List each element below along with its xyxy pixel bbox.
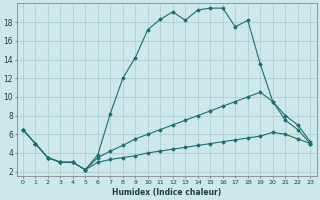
X-axis label: Humidex (Indice chaleur): Humidex (Indice chaleur) [112, 188, 221, 197]
